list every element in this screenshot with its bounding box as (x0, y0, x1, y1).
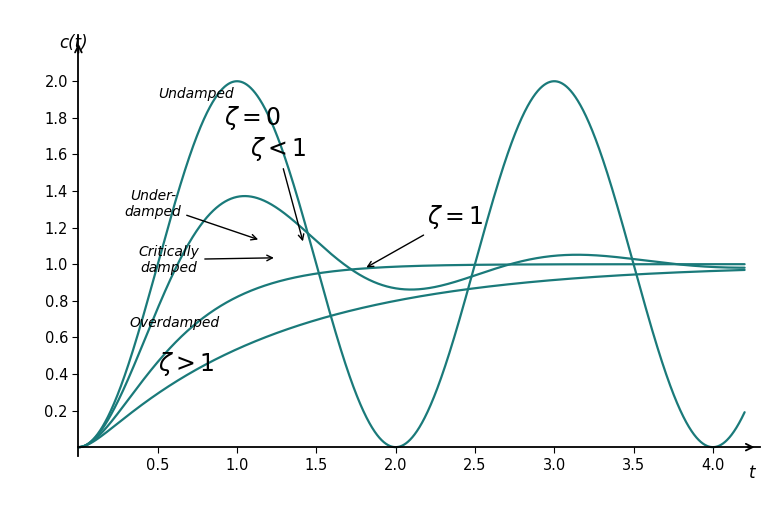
Text: Undamped: Undamped (158, 87, 234, 101)
Text: Under-
damped: Under- damped (125, 189, 256, 240)
Text: $\zeta<1$: $\zeta<1$ (250, 135, 307, 240)
Text: t: t (750, 463, 756, 482)
Text: c(t): c(t) (60, 34, 88, 52)
Text: Critically
damped: Critically damped (139, 244, 272, 275)
Text: $\zeta=0$: $\zeta=0$ (224, 104, 281, 132)
Text: $\zeta =1$: $\zeta =1$ (368, 203, 484, 267)
Text: $\zeta >1$: $\zeta >1$ (158, 350, 214, 378)
Text: Overdamped: Overdamped (129, 316, 220, 331)
